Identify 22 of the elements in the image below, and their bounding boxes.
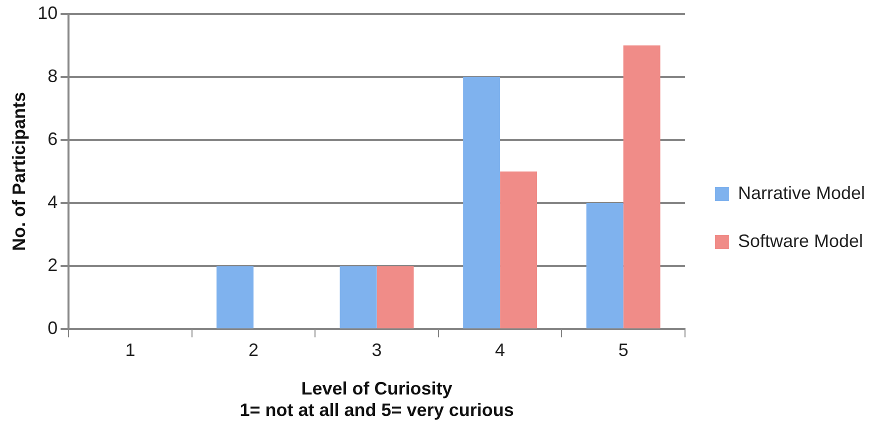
x-tick-label: 4 — [495, 340, 506, 360]
legend-label: Software Model — [738, 230, 864, 251]
x-tick-label: 5 — [618, 340, 628, 360]
bar — [376, 266, 414, 328]
y-tick-label: 4 — [48, 192, 58, 212]
bar — [623, 45, 660, 328]
y-tick-label: 8 — [48, 66, 58, 86]
legend-label: Narrative Model — [738, 182, 865, 203]
bar — [500, 172, 538, 328]
y-tick-label: 10 — [38, 2, 58, 23]
y-axis-title: No. of Participants — [8, 92, 29, 252]
x-axis-title: Level of Curiosity 1= not at all and 5= very curious — [240, 378, 514, 420]
bar — [463, 76, 500, 328]
x-tick-label: 3 — [372, 340, 382, 360]
y-tick-label: 6 — [48, 128, 58, 149]
bar — [586, 203, 624, 328]
x-tick-label: 2 — [248, 340, 259, 360]
bar — [340, 266, 377, 328]
x-tick-label: 1 — [125, 340, 136, 360]
y-tick-label: 2 — [48, 255, 58, 276]
bar — [216, 266, 254, 328]
y-tick-label: 0 — [48, 318, 58, 338]
